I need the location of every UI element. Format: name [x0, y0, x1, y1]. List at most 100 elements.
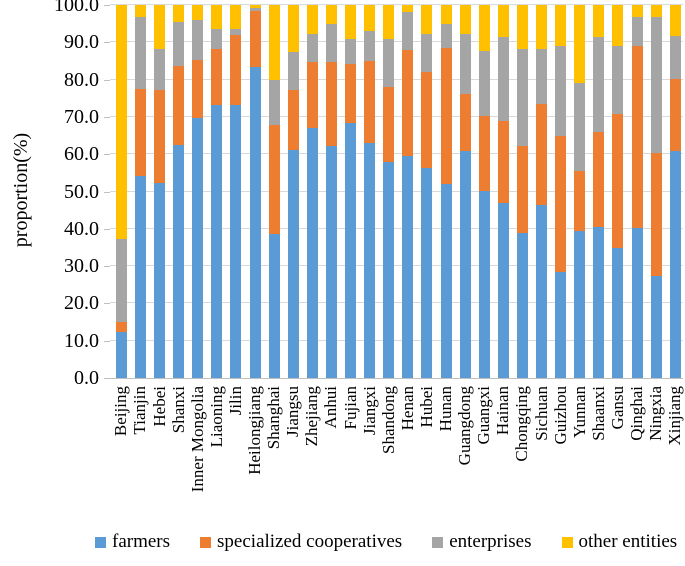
gridline	[110, 339, 683, 341]
bar-segment-enterprises	[459, 34, 471, 95]
x-label-hubei: Hubei	[416, 386, 436, 428]
legend-marker-icon	[200, 536, 212, 548]
bar-segment-enterprises	[173, 22, 185, 67]
bar-segment-other-entities	[287, 5, 299, 53]
bar-segment-specialized-cooperatives	[669, 79, 681, 151]
bar-segment-other-entities	[459, 5, 471, 35]
bar-segment-specialized-cooperatives	[134, 89, 146, 177]
bar-stack-henan	[402, 5, 414, 378]
bar-segment-enterprises	[134, 16, 146, 90]
bar-segment-other-entities	[478, 5, 490, 51]
bar-segment-enterprises	[516, 49, 528, 146]
bar-segment-specialized-cooperatives	[115, 321, 127, 332]
bar-segment-specialized-cooperatives	[478, 115, 490, 192]
x-label-qinghai: Qinghai	[627, 386, 646, 441]
y-tick-mark	[104, 378, 110, 379]
bar-stack-hebei	[154, 5, 165, 378]
bar-segment-farmers	[536, 204, 547, 378]
x-label-shanghai: Shanghai	[264, 386, 284, 450]
bar-segment-farmers	[669, 150, 681, 378]
x-label-sichuan: Sichuan	[531, 386, 551, 441]
y-tick-label: 100.0	[54, 0, 99, 16]
gridline	[110, 190, 683, 192]
bar-segment-farmers	[115, 331, 127, 378]
legend-item-specialized-cooperatives: specialized cooperatives	[200, 531, 402, 553]
bar-stack-guizhou	[555, 5, 567, 378]
y-tick-label: 60.0	[64, 143, 99, 166]
bar-stack-liaoning	[211, 5, 223, 378]
legend-item-enterprises: enterprises	[432, 531, 532, 553]
bar-segment-specialized-cooperatives	[536, 103, 547, 205]
bar-segment-specialized-cooperatives	[612, 114, 624, 248]
legend-item-farmers: farmers	[95, 531, 170, 553]
bar-stack-xinjiang	[669, 5, 681, 378]
bar-stack-beijing	[115, 5, 127, 378]
bar-segment-specialized-cooperatives	[345, 63, 356, 123]
bar-segment-farmers	[211, 105, 223, 378]
y-tick-mark	[104, 303, 110, 305]
x-label-fujian: Fujian	[340, 386, 360, 430]
bar-stack-fujian	[345, 5, 356, 378]
bar-segment-farmers	[650, 276, 662, 378]
bar-segment-farmers	[345, 122, 356, 378]
bar-segment-farmers	[631, 227, 643, 378]
bar-segment-farmers	[574, 231, 586, 378]
bar-stack-hubei	[421, 5, 433, 378]
x-label-jiangsu: Jiangsu	[283, 386, 303, 437]
bar-segment-farmers	[268, 234, 280, 378]
y-tick-mark	[104, 116, 110, 118]
gridline	[110, 115, 683, 117]
bar-stack-shanghai	[268, 5, 280, 378]
y-tick-mark	[104, 42, 110, 44]
bar-segment-specialized-cooperatives	[440, 48, 452, 185]
bar-stack-shaanxi	[593, 5, 605, 378]
bar-segment-enterprises	[555, 45, 567, 136]
bar-stack-yunnan	[574, 5, 586, 378]
legend-marker-icon	[95, 536, 106, 548]
bar-stack-hainan	[497, 5, 509, 378]
bar-segment-enterprises	[650, 17, 662, 153]
bar-segment-enterprises	[593, 37, 605, 132]
bar-segment-enterprises	[345, 38, 356, 64]
bar-segment-farmers	[154, 182, 165, 378]
y-tick-mark	[104, 79, 110, 81]
bar-segment-specialized-cooperatives	[593, 131, 605, 227]
y-tick-label: 80.0	[64, 68, 99, 91]
y-tick-mark	[104, 5, 110, 6]
bar-segment-enterprises	[631, 17, 643, 46]
bar-segment-specialized-cooperatives	[211, 49, 223, 106]
bar-segment-other-entities	[115, 5, 127, 240]
bar-segment-farmers	[249, 66, 261, 378]
bar-stack-gansu	[612, 5, 624, 378]
gridline	[110, 41, 683, 43]
bar-segment-specialized-cooperatives	[459, 94, 471, 151]
bar-stack-shandong	[383, 5, 395, 378]
bar-stack-jilin	[230, 5, 242, 378]
bar-segment-specialized-cooperatives	[421, 71, 433, 168]
bar-stack-shanxi	[173, 5, 185, 378]
bar-segment-specialized-cooperatives	[173, 66, 185, 145]
x-label-chongqing: Chongqing	[512, 386, 532, 462]
bar-segment-farmers	[555, 272, 567, 378]
bar-segment-other-entities	[612, 5, 624, 46]
y-tick-mark	[104, 266, 110, 268]
legend-label: other entities	[578, 531, 678, 552]
bar-segment-enterprises	[669, 35, 681, 80]
legend: farmers specialized cooperatives enterpris…	[95, 531, 685, 553]
bar-segment-specialized-cooperatives	[192, 60, 204, 119]
bar-stack-jiangsu	[287, 5, 299, 378]
y-tick-label: 90.0	[64, 31, 99, 54]
bar-segment-other-entities	[402, 5, 414, 12]
bar-segment-specialized-cooperatives	[249, 11, 261, 67]
bar-segment-specialized-cooperatives	[325, 62, 337, 146]
y-tick-label: 10.0	[64, 329, 99, 352]
bar-segment-specialized-cooperatives	[631, 45, 643, 228]
bar-segment-farmers	[593, 226, 605, 378]
x-label-liaoning: Liaoning	[206, 386, 226, 448]
bar-segment-other-entities	[173, 5, 185, 23]
bar-segment-enterprises	[574, 82, 586, 171]
bar-segment-farmers	[478, 191, 490, 378]
bar-segment-farmers	[173, 144, 185, 378]
bar-segment-farmers	[516, 232, 528, 378]
bar-segment-other-entities	[593, 5, 605, 38]
